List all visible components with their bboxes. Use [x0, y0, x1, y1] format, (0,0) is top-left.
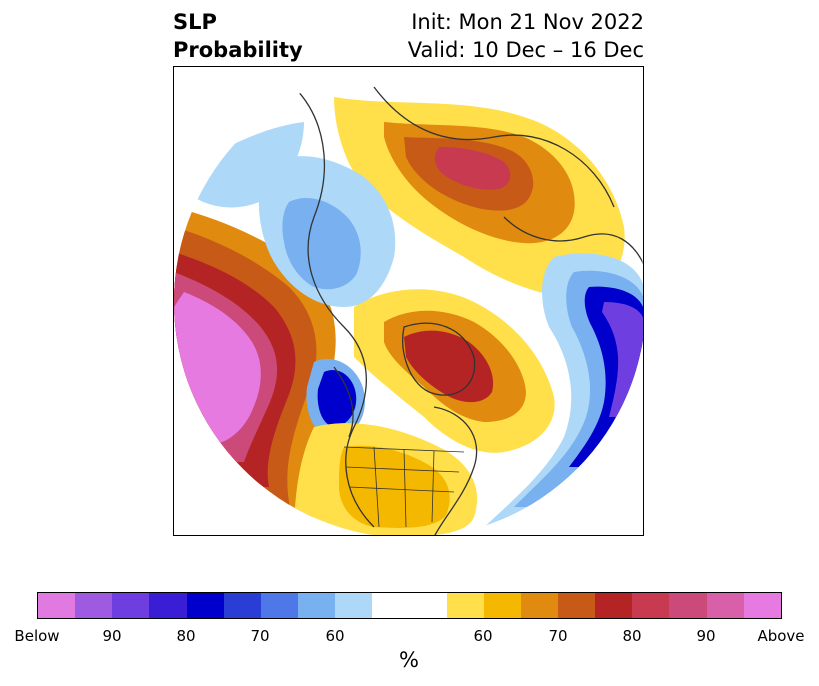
colorbar-segment — [38, 593, 76, 618]
state-borders — [343, 446, 465, 528]
colorbar-segment — [743, 593, 781, 618]
colorbar-tick-label: Above — [757, 627, 805, 645]
north-america-above-anomaly — [294, 423, 478, 535]
colorbar-segment — [112, 593, 150, 618]
colorbar — [37, 592, 782, 619]
probability-map — [174, 67, 643, 535]
colorbar-segment — [372, 593, 447, 618]
colorbar-tick-label: Below — [14, 627, 60, 645]
valid-range: Valid: 10 Dec – 16 Dec — [407, 38, 644, 62]
colorbar-tick-label: 80 — [176, 627, 196, 645]
colorbar-segment — [335, 593, 373, 618]
title-metric: Probability — [173, 38, 303, 62]
colorbar-tick-label: 90 — [696, 627, 716, 645]
colorbar-segment — [595, 593, 633, 618]
contour-region — [434, 147, 511, 190]
colorbar-segment — [483, 593, 521, 618]
title-left: SLP Probability — [173, 8, 303, 64]
colorbar-tick-label: 80 — [622, 627, 642, 645]
title-right: Init: Mon 21 Nov 2022 Valid: 10 Dec – 16… — [408, 8, 644, 64]
coastlines — [293, 86, 643, 535]
contour-region — [282, 198, 361, 290]
title-variable: SLP — [173, 10, 217, 34]
colorbar-unit-label: % — [399, 648, 419, 672]
colorbar-segment — [260, 593, 298, 618]
colorbar-segment — [186, 593, 224, 618]
colorbar-segment — [669, 593, 707, 618]
colorbar-segment — [297, 593, 336, 618]
contour-region — [317, 369, 357, 427]
eurasia-above-anomaly — [334, 97, 625, 297]
map-panel — [173, 66, 644, 536]
colorbar-segment — [223, 593, 261, 618]
colorbar-tick-label: 70 — [548, 627, 568, 645]
colorbar-tick-label: 90 — [102, 627, 122, 645]
colorbar-segment — [75, 593, 113, 618]
colorbar-tick-label: 60 — [473, 627, 493, 645]
colorbar-segment — [632, 593, 670, 618]
colorbar-segment — [446, 593, 484, 618]
init-date: Init: Mon 21 Nov 2022 — [411, 10, 644, 34]
colorbar-segment — [520, 593, 558, 618]
colorbar-segment — [149, 593, 187, 618]
colorbar-segment — [706, 593, 744, 618]
colorbar-tick-label: 60 — [325, 627, 345, 645]
contour-region — [339, 445, 450, 528]
arctic-below-anomaly — [258, 156, 396, 307]
colorbar-tick-label: 70 — [250, 627, 270, 645]
colorbar-segment — [557, 593, 596, 618]
